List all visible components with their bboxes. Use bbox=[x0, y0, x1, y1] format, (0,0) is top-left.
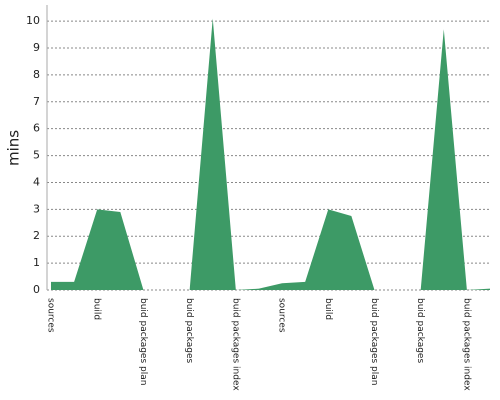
y-tick-label: 8 bbox=[33, 68, 40, 81]
y-tick-label: 5 bbox=[33, 149, 40, 162]
x-tick-label: buid packages plan bbox=[369, 298, 379, 385]
x-tick-label: buid packages index bbox=[461, 298, 471, 391]
x-tick-label: buid packages plan bbox=[138, 298, 148, 385]
x-tick-label: sources bbox=[46, 298, 56, 333]
y-tick-label: 6 bbox=[33, 122, 40, 135]
y-tick-label: 0 bbox=[33, 283, 40, 296]
y-tick-label: 7 bbox=[33, 95, 40, 108]
y-tick-label: 3 bbox=[33, 202, 40, 215]
x-tick-label: buid packages index bbox=[230, 298, 240, 391]
x-tick-label: build bbox=[323, 298, 333, 320]
y-tick-label: 2 bbox=[33, 229, 40, 242]
x-tick-label: build bbox=[92, 298, 102, 320]
x-tick-label: buid packages bbox=[415, 298, 425, 363]
y-tick-label: 9 bbox=[33, 41, 40, 54]
area bbox=[51, 18, 490, 291]
x-tick-label: sources bbox=[277, 298, 287, 333]
y-tick-label: 10 bbox=[26, 14, 40, 27]
y-tick-label: 4 bbox=[33, 175, 40, 188]
x-tick-label: buid packages bbox=[184, 298, 194, 363]
y-axis-label: mins bbox=[5, 130, 23, 166]
y-tick-label: 1 bbox=[33, 256, 40, 269]
